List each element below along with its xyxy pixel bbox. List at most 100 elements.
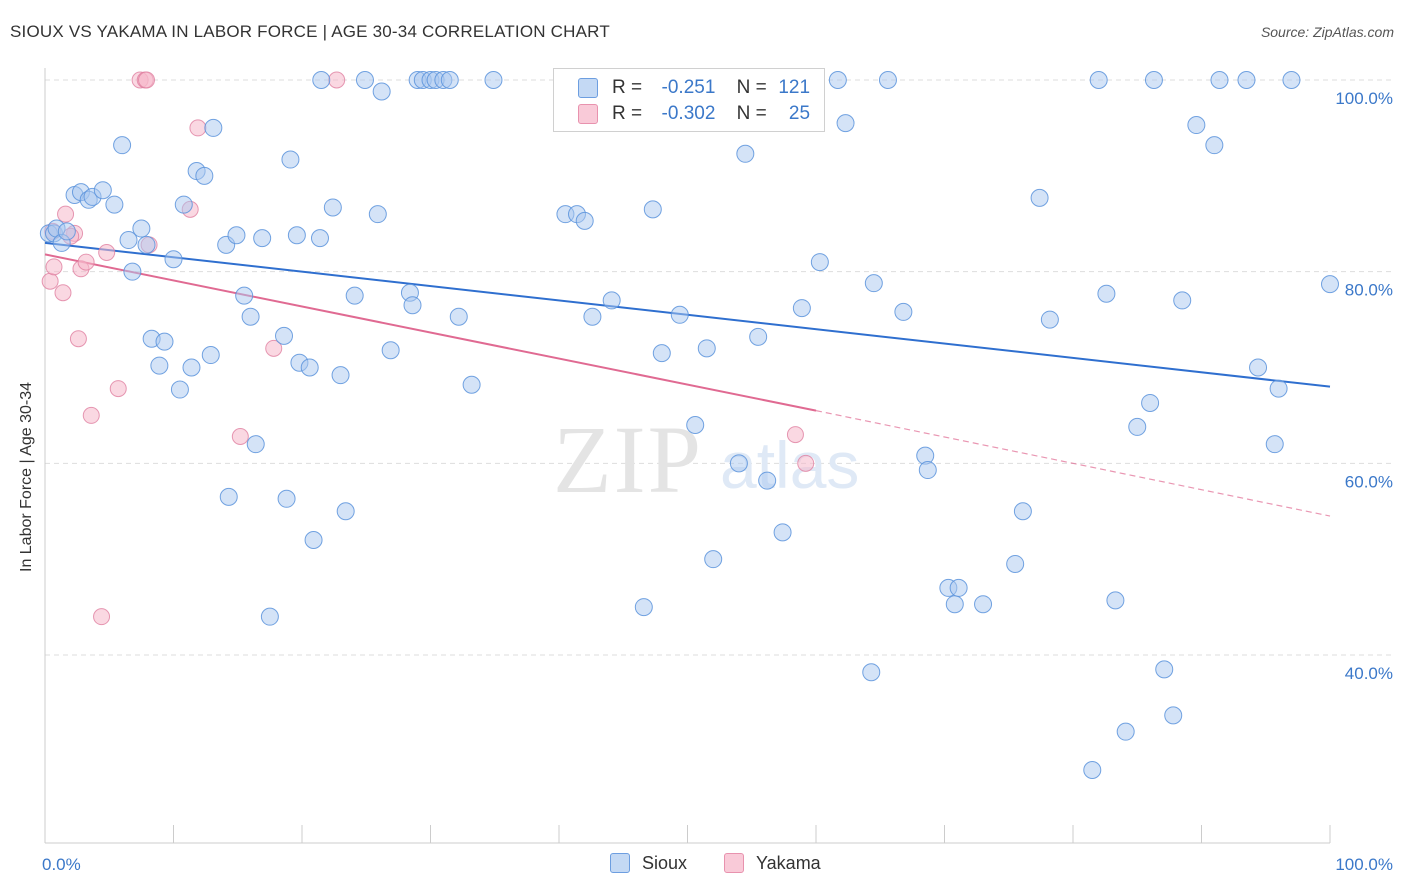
sioux-point	[235, 286, 254, 305]
yakama-point	[57, 205, 75, 223]
stats-legend: R = -0.251 N = 121 R = -0.302 N = 25	[553, 68, 825, 132]
sioux-point	[634, 598, 653, 617]
grid-lines	[45, 79, 1392, 656]
sioux-point	[1128, 417, 1147, 436]
chart-title: SIOUX VS YAKAMA IN LABOR FORCE | AGE 30-…	[10, 22, 610, 41]
sioux-point	[1155, 660, 1174, 679]
sioux-point	[643, 200, 662, 219]
sioux-point	[864, 274, 883, 293]
sioux-point	[1321, 275, 1339, 294]
sioux-point	[602, 291, 621, 310]
sioux-point	[345, 286, 364, 305]
sioux-point	[119, 231, 138, 250]
sioux-point	[1269, 379, 1288, 398]
sioux-point	[164, 250, 183, 269]
yakama-point	[93, 608, 111, 626]
sioux-point	[729, 454, 748, 473]
sioux-point	[686, 416, 705, 434]
sioux-point	[132, 219, 151, 238]
yakama-point	[189, 119, 207, 137]
sioux-point	[227, 226, 246, 245]
bottom-swatch-yakama	[724, 853, 744, 873]
sioux-point	[1106, 591, 1125, 610]
sioux-point	[583, 307, 602, 326]
sioux-point	[150, 356, 169, 375]
sioux-point	[462, 375, 481, 394]
sioux-point	[155, 332, 174, 351]
sioux-point	[810, 253, 829, 272]
sioux-point	[323, 198, 342, 217]
yakama-point	[69, 330, 87, 348]
legend-text-yakama: R = -0.302 N = 25	[612, 103, 810, 125]
sioux-point	[575, 211, 594, 230]
yakama-point	[109, 380, 127, 398]
sioux-point	[93, 181, 112, 200]
bottom-label-yakama: Yakama	[756, 853, 821, 873]
yakama-point	[45, 258, 63, 276]
sioux-point	[758, 471, 777, 490]
sioux-point	[372, 82, 391, 101]
sioux-point	[974, 595, 993, 614]
x-tick-label: 100.0%	[1335, 855, 1393, 874]
sioux-point	[204, 118, 223, 137]
sioux-point	[1164, 706, 1183, 725]
sioux-point	[336, 502, 355, 521]
sioux-point	[1282, 71, 1301, 89]
sioux-point	[57, 222, 76, 241]
sioux-point	[113, 136, 132, 155]
sioux-point	[652, 344, 671, 363]
yakama-point	[328, 71, 346, 89]
yakama-point	[77, 253, 95, 271]
sioux-point	[1040, 310, 1059, 329]
sioux-point	[201, 346, 220, 365]
sioux-point	[704, 550, 723, 569]
sioux-point	[894, 302, 913, 321]
legend-r-label: R =	[612, 103, 643, 124]
axes	[44, 68, 1331, 844]
bottom-swatch-sioux	[610, 853, 630, 873]
x-tick-label: 0.0%	[42, 855, 81, 874]
sioux-point	[836, 114, 855, 133]
sioux-point	[195, 166, 214, 185]
sioux-point	[1237, 71, 1256, 89]
sioux-point	[1083, 761, 1102, 779]
sioux-point	[137, 235, 156, 254]
y-tick-label: 80.0%	[1345, 281, 1393, 300]
sioux-point	[945, 595, 964, 614]
yakama-point	[138, 71, 156, 89]
sioux-point	[287, 226, 306, 245]
sioux-point	[219, 487, 238, 506]
yakama-point	[231, 428, 249, 445]
sioux-point	[792, 299, 811, 318]
sioux-point	[1265, 435, 1284, 454]
sioux-point	[1141, 393, 1160, 412]
sioux-point	[368, 205, 387, 224]
sioux-point	[1205, 136, 1224, 155]
sioux-point	[697, 339, 716, 358]
legend-n-sioux: 121	[778, 77, 811, 98]
sioux-point	[949, 578, 968, 597]
sioux-point	[736, 144, 755, 163]
sioux-point	[878, 71, 897, 89]
sioux-point	[246, 435, 265, 454]
legend-text-sioux: R = -0.251 N = 121	[612, 77, 810, 99]
sioux-point	[300, 358, 319, 377]
y-tick-label: 100.0%	[1335, 89, 1393, 108]
legend-r-label: R =	[612, 77, 643, 98]
sioux-points	[39, 71, 1339, 779]
sioux-point	[1006, 554, 1025, 573]
sioux-point	[1144, 71, 1163, 89]
sioux-point	[670, 305, 689, 324]
yakama-point	[41, 272, 59, 290]
sioux-point	[1173, 291, 1192, 310]
sioux-point	[749, 327, 768, 346]
sioux-point	[918, 461, 937, 480]
watermark: ZIP atlas	[553, 406, 859, 513]
sioux-point	[1030, 188, 1049, 207]
sioux-point	[1249, 358, 1268, 377]
sioux-point	[1097, 284, 1116, 303]
sioux-point	[275, 326, 294, 345]
bottom-label-sioux: Sioux	[642, 853, 688, 873]
legend-n-label: N =	[736, 77, 767, 98]
tick-labels: 40.0% 60.0% 80.0% 100.0% 0.0% 100.0%	[42, 89, 1393, 874]
